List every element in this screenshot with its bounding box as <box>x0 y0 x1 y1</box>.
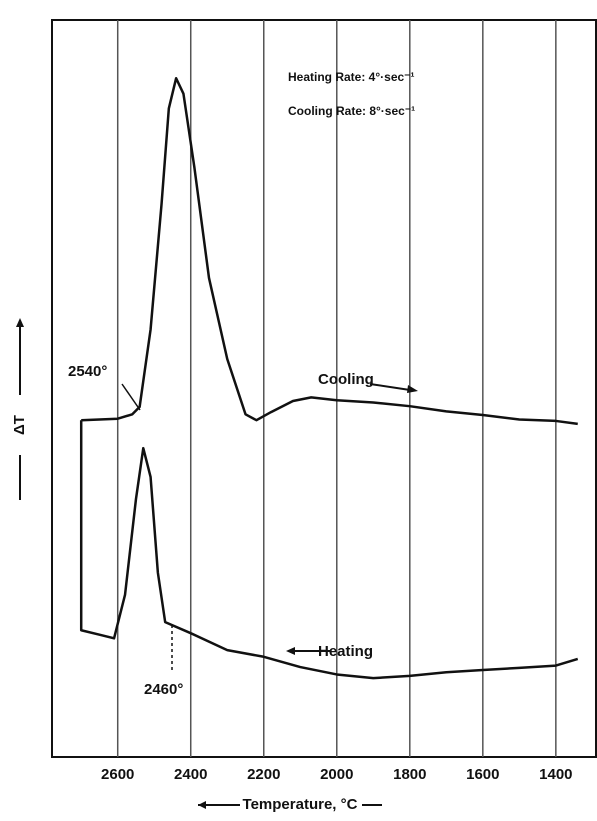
annotation: Heating <box>318 643 373 660</box>
x-tick-label: 1600 <box>466 766 499 783</box>
y-label-arrowhead <box>16 318 24 327</box>
direction-arrowhead <box>286 647 295 655</box>
annotation: Cooling Rate: 8°·sec⁻¹ <box>288 104 415 118</box>
annotation: 2460° <box>144 681 183 698</box>
x-tick-label: 2000 <box>320 766 353 783</box>
x-tick-label: 2400 <box>174 766 207 783</box>
x-axis-label: Temperature, °C <box>243 796 358 813</box>
x-tick-label: 2200 <box>247 766 280 783</box>
pointer-line <box>121 383 141 411</box>
annotation: 2540° <box>68 363 107 380</box>
x-tick-label: 1800 <box>393 766 426 783</box>
x-label-arrowhead <box>198 801 206 809</box>
direction-arrow <box>369 383 411 391</box>
direction-arrowhead <box>407 385 418 393</box>
x-tick-label: 1400 <box>539 766 572 783</box>
data-line <box>81 76 578 426</box>
y-axis-label: ΔT <box>11 415 28 435</box>
x-tick-label: 2600 <box>101 766 134 783</box>
plot-frame <box>51 19 597 758</box>
data-line <box>79 420 579 680</box>
annotation: Heating Rate: 4°·sec⁻¹ <box>288 70 415 84</box>
annotation: Cooling <box>318 371 374 388</box>
